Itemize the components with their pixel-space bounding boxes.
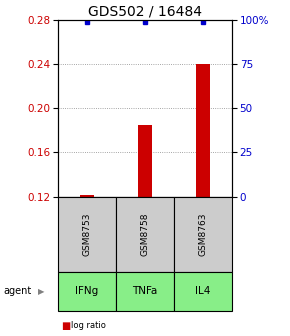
Bar	[138, 125, 152, 197]
Text: IL4: IL4	[195, 287, 211, 296]
Text: TNFa: TNFa	[132, 287, 158, 296]
Text: GSM8758: GSM8758	[140, 213, 150, 256]
Text: log ratio: log ratio	[71, 322, 106, 330]
Text: ■: ■	[61, 321, 70, 331]
Text: GSM8763: GSM8763	[198, 213, 208, 256]
Text: GSM8753: GSM8753	[82, 213, 92, 256]
Bar	[196, 64, 210, 197]
Text: ▶: ▶	[38, 287, 44, 296]
Title: GDS502 / 16484: GDS502 / 16484	[88, 5, 202, 19]
Text: IFNg: IFNg	[75, 287, 99, 296]
Bar	[80, 196, 94, 197]
Text: agent: agent	[3, 287, 31, 296]
